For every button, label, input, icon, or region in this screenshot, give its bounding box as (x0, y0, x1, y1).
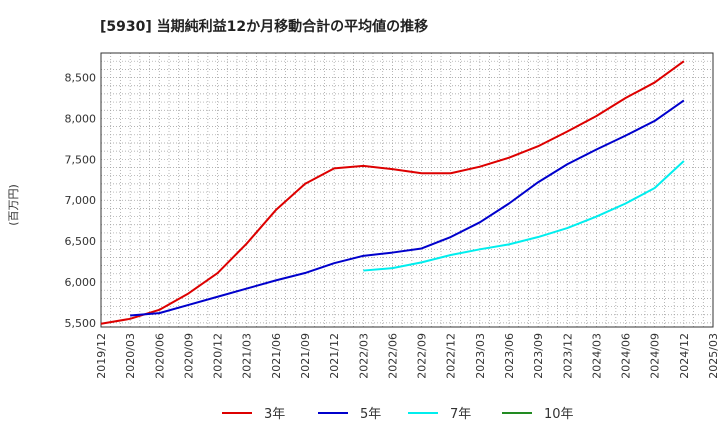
series-line (100, 60, 685, 325)
x-tick-label: 2022/09 (416, 333, 429, 379)
y-tick-label: 8,000 (65, 112, 97, 125)
x-tick-label: 2020/06 (153, 333, 166, 379)
series-line (363, 160, 685, 272)
plot-area: 5,500 6,000 6,500 7,000 7,500 8,000 8,500 2019/… (65, 52, 720, 379)
legend-label: 7年 (450, 407, 471, 422)
plot-frame (100, 52, 714, 328)
chart-title: [5930] 当期純利益12か月移動合計の平均値の推移 (100, 18, 428, 35)
x-tick-label: 2023/03 (474, 333, 487, 379)
y-tick-label: 6,000 (65, 276, 97, 289)
legend-label: 3年 (264, 407, 285, 422)
legend: 3年 5年 7年 10年 (222, 407, 574, 422)
x-tick-label: 2021/03 (241, 333, 254, 379)
x-tick-label: 2025/03 (707, 333, 720, 379)
series-line (130, 99, 685, 317)
x-tick-label: 2021/06 (270, 333, 283, 379)
x-tick-label: 2024/03 (590, 333, 603, 379)
x-tick-label: 2023/09 (532, 333, 545, 379)
plot-background (101, 53, 713, 327)
x-tick-label: 2023/06 (503, 333, 516, 379)
x-tick-label: 2021/09 (299, 333, 312, 379)
x-tick-label: 2019/12 (95, 333, 108, 379)
y-tick-label: 6,500 (65, 235, 97, 248)
x-tick-label: 2020/09 (182, 333, 195, 379)
x-tick-label: 2024/09 (649, 333, 662, 379)
x-tick-label: 2020/03 (124, 333, 137, 379)
x-tick-label: 2022/06 (386, 333, 399, 379)
x-tick-label: 2022/03 (357, 333, 370, 379)
x-tick-label: 2024/06 (620, 333, 633, 379)
x-tick-label: 2020/12 (212, 333, 225, 379)
legend-label: 10年 (544, 407, 574, 422)
y-tick-label: 7,000 (65, 194, 97, 207)
y-tick-label: 8,500 (65, 72, 97, 85)
x-tick-label: 2023/12 (561, 333, 574, 379)
y-tick-label: 5,500 (65, 317, 97, 330)
y-tick-label: 7,500 (65, 153, 97, 166)
y-axis-label: (百万円) (7, 184, 20, 226)
legend-label: 5年 (360, 407, 381, 422)
x-tick-label: 2021/12 (328, 333, 341, 379)
x-tick-label: 2024/12 (678, 333, 691, 379)
x-tick-label: 2022/12 (445, 333, 458, 379)
